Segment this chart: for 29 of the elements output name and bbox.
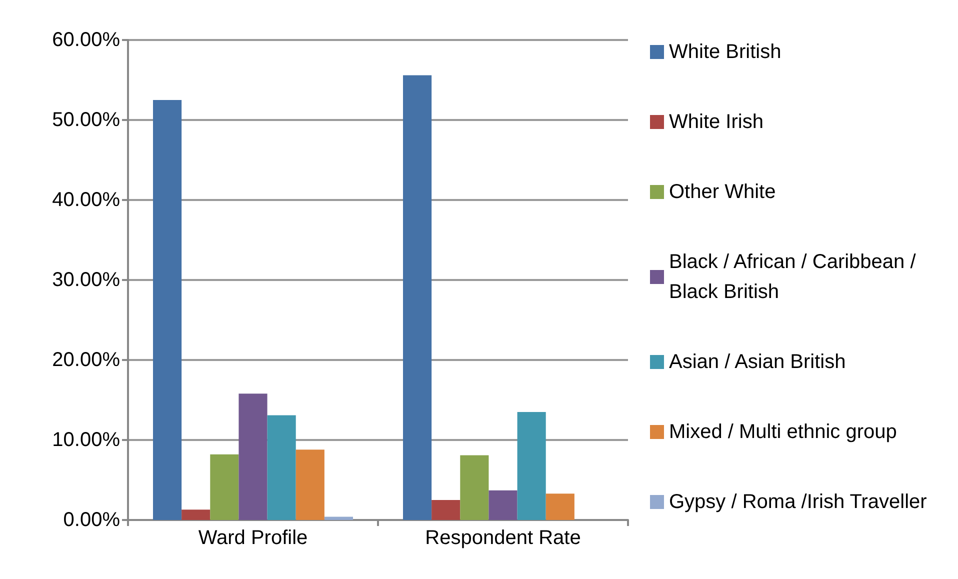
x-tick-label: Respondent Rate [425, 527, 581, 549]
legend-label: Gypsy / Roma /Irish Traveller [669, 491, 928, 513]
bar [546, 494, 574, 520]
bar [296, 450, 324, 520]
y-tick-label: 30.00% [52, 269, 120, 291]
bar [517, 412, 546, 520]
y-tick-label: 0.00% [63, 509, 120, 531]
y-tick-label: 10.00% [52, 429, 120, 451]
bar [182, 510, 210, 520]
y-tick-label: 20.00% [52, 349, 120, 371]
bar [238, 394, 268, 520]
legend-label: Mixed / Multi ethnic group [669, 421, 897, 443]
x-tick-label: Ward Profile [198, 527, 308, 549]
legend-label: Asian / Asian British [669, 351, 846, 373]
bar [153, 100, 182, 520]
legend-label: White Irish [669, 111, 764, 133]
bar [432, 500, 460, 520]
bar [488, 490, 518, 520]
legend-label: Other White [669, 181, 776, 203]
bar [460, 455, 489, 520]
y-tick-label: 50.00% [52, 109, 120, 131]
bar [267, 415, 296, 520]
bar [210, 454, 239, 520]
legend-label: White British [669, 41, 782, 63]
legend-label: Black / African / Caribbean / Black British [669, 251, 922, 303]
y-tick-label: 40.00% [52, 189, 120, 211]
y-tick-label: 60.00% [52, 29, 120, 51]
bar [403, 75, 432, 520]
bar [324, 516, 353, 520]
